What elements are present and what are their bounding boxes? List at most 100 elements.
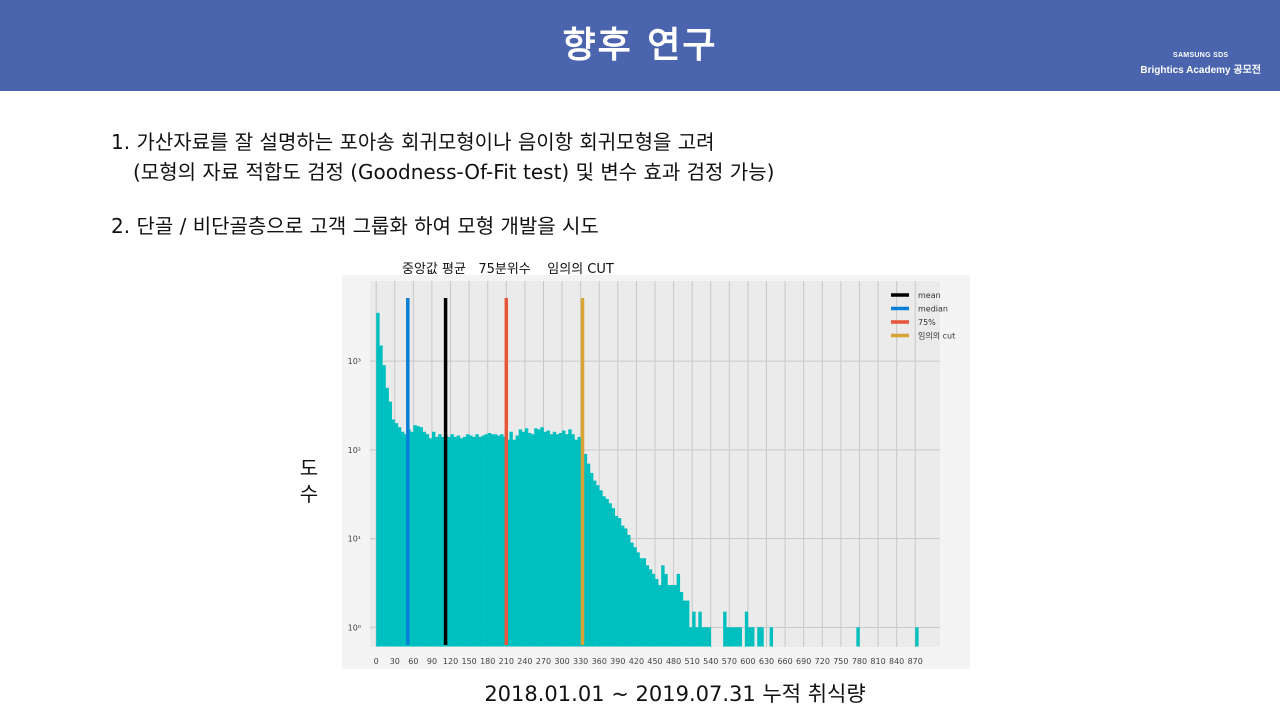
histogram-bar-40 [500, 434, 504, 647]
histogram-bar-105 [701, 627, 705, 647]
histogram-bar-61 [565, 434, 569, 647]
histogram-bar-14 [419, 427, 423, 647]
histogram-bar-114 [744, 611, 749, 647]
histogram-bar-107 [707, 627, 712, 647]
histogram-bar-86 [642, 558, 647, 647]
histogram-bar-37 [490, 434, 495, 647]
histogram-bar-115 [747, 627, 752, 647]
histogram-bar-20 [438, 434, 442, 647]
histogram-bar-65 [577, 436, 581, 647]
histogram-bar-28 [462, 436, 467, 647]
histogram-bar-102 [692, 611, 696, 647]
histogram-bar-44 [512, 439, 516, 647]
x-tick-label-22: 660 [777, 657, 792, 666]
histogram-chart: 0 30 60 90 120 150 180 210 240 270 300 330 360 390 420… [342, 275, 970, 669]
x-tick-label-18: 540 [703, 657, 718, 666]
histogram-bar-4 [388, 401, 392, 647]
x-tick-label-13: 390 [610, 657, 625, 666]
slide-title: 향후 연구 [562, 25, 718, 66]
x-tick-label-27: 810 [870, 657, 885, 666]
histogram-bar-73 [602, 496, 606, 647]
histogram-bar-39 [497, 435, 501, 647]
histogram-bar-46 [518, 429, 523, 647]
y-axis-label-char-1: 수 [299, 482, 319, 506]
histogram-bar-7 [397, 427, 402, 647]
histogram-bar-104 [698, 611, 702, 647]
histogram-bar-119 [769, 627, 774, 647]
histogram-bar-9 [404, 434, 408, 647]
histogram-bar-81 [627, 534, 631, 647]
y-axis-label-char-0: 도 [299, 456, 319, 480]
histogram-bar-76 [611, 508, 616, 647]
histogram-bar-59 [558, 432, 563, 647]
histogram-bar-79 [620, 525, 625, 647]
histogram-bar-17 [428, 438, 433, 647]
histogram-bar-70 [593, 480, 597, 647]
histogram-bar-62 [568, 429, 572, 647]
x-tick-label-10: 300 [554, 657, 569, 666]
histogram-bar-68 [586, 463, 591, 647]
histogram-bar-49 [527, 432, 532, 647]
histogram-bar-89 [651, 573, 656, 647]
histogram-bar-24 [450, 434, 454, 647]
histogram-bar-101 [689, 627, 693, 647]
histogram-bar-31 [472, 436, 476, 647]
histogram-bar-106 [704, 627, 708, 647]
x-tick-label-0: 0 [374, 657, 379, 666]
x-tick-label-7: 210 [499, 657, 514, 666]
histogram-bar-83 [633, 547, 637, 647]
histogram-bar-48 [524, 428, 529, 647]
histogram-bar-25 [453, 436, 458, 647]
histogram-bar-1 [379, 345, 383, 647]
histogram-bar-55 [546, 430, 550, 647]
chart-legend: mean median 75% 임의의 cut [891, 291, 955, 341]
histogram-bar-8 [400, 431, 405, 647]
legend-label-1: median [918, 305, 948, 314]
histogram-bar-108 [723, 611, 727, 647]
x-tick-label-26: 780 [852, 657, 867, 666]
histogram-bar-11 [410, 431, 414, 647]
x-tick-label-1: 30 [390, 657, 400, 666]
legend-label-0: mean [918, 291, 941, 300]
histogram-bar-58 [555, 434, 560, 647]
x-tick-label-14: 420 [629, 657, 644, 666]
histogram-bar-12 [413, 425, 417, 647]
histogram-bar-0 [376, 312, 380, 647]
histogram-bar-117 [757, 627, 761, 647]
chart-caption: 중앙값 평균 75분위수 임의의 CUT [402, 262, 614, 277]
histogram-bar-69 [589, 472, 594, 647]
bullet-item-1: 1. 가산자료를 잘 설명하는 포아송 회귀모형이나 음이항 회귀모형을 고려 [111, 130, 715, 154]
histogram-bar-82 [630, 542, 634, 647]
histogram-bar-87 [645, 565, 650, 647]
legend-label-3: 임의의 cut [918, 331, 955, 341]
x-tick-label-19: 570 [722, 657, 737, 666]
header-bar [0, 0, 1280, 91]
histogram-bar-53 [540, 427, 544, 647]
histogram-bar-99 [682, 600, 687, 647]
x-tick-label-2: 60 [408, 657, 418, 666]
histogram-bar-111 [732, 627, 736, 647]
histogram-bar-34 [481, 435, 485, 647]
histogram-bar-23 [447, 436, 451, 647]
x-tick-label-28: 840 [889, 657, 904, 666]
histogram-bar-16 [425, 434, 430, 647]
histogram-bar-19 [435, 436, 439, 647]
histogram-bar-56 [549, 434, 554, 647]
histogram-bar-71 [596, 485, 600, 647]
y-tick-label-1: 10¹ [348, 535, 361, 544]
histogram-bar-29 [466, 434, 470, 647]
histogram-bar-45 [515, 435, 519, 647]
histogram-bar-84 [636, 552, 640, 647]
histogram-bar-120 [856, 627, 860, 647]
histogram-bar-72 [599, 490, 603, 647]
histogram-bar-6 [394, 423, 399, 647]
histogram-bar-121 [915, 627, 919, 647]
brand-program: Brightics Academy 공모전 [1140, 65, 1261, 76]
histogram-bar-88 [648, 569, 653, 647]
x-tick-label-23: 690 [796, 657, 811, 666]
x-tick-label-20: 600 [740, 657, 755, 666]
histogram-bar-74 [605, 498, 609, 647]
x-tick-label-24: 720 [815, 657, 830, 666]
histogram-bar-109 [726, 627, 730, 647]
histogram-bar-3 [385, 387, 389, 647]
